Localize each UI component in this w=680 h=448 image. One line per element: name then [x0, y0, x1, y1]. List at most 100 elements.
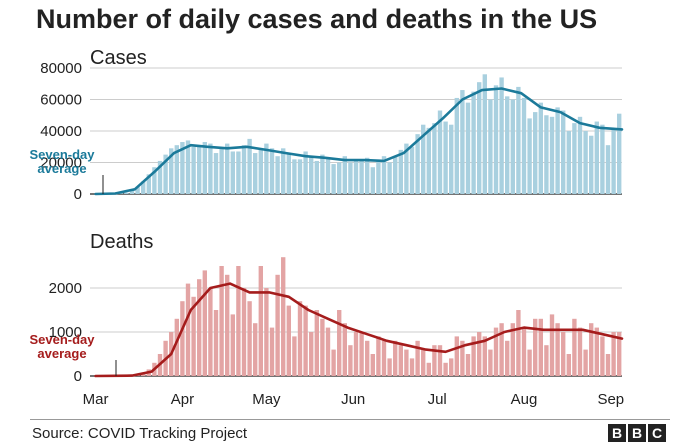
cases-bar — [247, 138, 252, 195]
deaths-bar — [510, 323, 515, 376]
deaths-bar — [236, 266, 241, 376]
cases-bar — [337, 162, 342, 194]
deaths-bar — [493, 327, 499, 376]
deaths-bar — [342, 323, 347, 376]
deaths-bar — [600, 336, 605, 376]
cases-bar — [342, 156, 347, 194]
cases-bar — [454, 97, 459, 194]
deaths-bar — [314, 310, 319, 376]
cases-bar — [225, 143, 230, 194]
deaths-bar — [253, 323, 258, 376]
cases-bar — [281, 148, 286, 194]
cases-bar — [286, 153, 291, 194]
deaths-bar — [594, 327, 599, 376]
deaths-seven-day-average-line — [94, 282, 624, 378]
deaths-bar — [264, 288, 269, 376]
deaths-bar — [589, 323, 594, 376]
deaths-bar — [292, 336, 297, 376]
cases-bar — [141, 181, 146, 194]
cases-bar — [275, 156, 280, 194]
deaths-bar — [269, 327, 275, 376]
cases-bar — [583, 131, 588, 194]
deaths-bar — [482, 336, 487, 376]
deaths-bar — [549, 314, 555, 376]
deaths-bar — [499, 323, 504, 376]
deaths-bar — [197, 279, 202, 376]
deaths-bar — [393, 340, 398, 376]
cases-bar — [348, 162, 353, 194]
deaths-bar — [527, 349, 532, 376]
cases-bar — [157, 160, 163, 194]
deaths-bar — [219, 266, 224, 376]
deaths-bar — [241, 288, 247, 376]
chart-title: Number of daily cases and deaths in the … — [36, 4, 598, 34]
cases-bar — [197, 145, 202, 194]
cases-bar — [409, 146, 415, 194]
deaths-bar — [331, 349, 336, 376]
deaths-bar — [460, 340, 465, 376]
deaths-bar — [230, 314, 235, 376]
cases-bar — [499, 77, 504, 194]
cases-bar — [421, 124, 426, 194]
deaths-bar — [555, 323, 560, 376]
cases-bar — [493, 85, 499, 194]
deaths-bar — [208, 288, 213, 376]
deaths-bar — [191, 296, 196, 376]
deaths-bar — [566, 354, 571, 376]
cases-bar — [129, 190, 135, 194]
deaths-bar — [202, 270, 207, 376]
cases-bar — [572, 123, 577, 195]
cases-bar — [589, 135, 594, 194]
deaths-bar — [409, 358, 415, 376]
deaths-bar — [213, 310, 219, 376]
cases-bar — [443, 121, 448, 194]
deaths-bar — [348, 345, 353, 376]
cases-bar — [180, 142, 185, 194]
x-axis: Mar Apr May Jun Jul Aug Sep — [83, 391, 624, 408]
cases-bar — [381, 156, 387, 194]
deaths-bar — [421, 349, 426, 376]
deaths-bar — [404, 349, 409, 376]
cases-bar — [365, 157, 370, 194]
deaths-bars — [135, 257, 622, 376]
deaths-bar — [577, 327, 583, 376]
cases-bar — [510, 99, 515, 194]
cases-bar — [605, 145, 611, 194]
cases-bar — [376, 160, 381, 194]
deaths-bar — [477, 332, 482, 376]
deaths-bar — [309, 332, 314, 376]
cases-bar — [393, 156, 398, 194]
cases-bar — [325, 157, 331, 194]
cases-bar — [460, 90, 465, 194]
cases-bar — [521, 97, 527, 194]
deaths-bar — [359, 332, 364, 376]
cases-bar — [404, 143, 409, 194]
deaths-bar — [465, 354, 471, 376]
cases-bar — [269, 148, 275, 194]
cases-bar — [359, 159, 364, 194]
cases-bar — [566, 131, 571, 194]
cases-bar — [544, 115, 549, 194]
cases-bar — [516, 86, 521, 194]
deaths-bar — [432, 345, 437, 376]
deaths-bar — [583, 349, 588, 376]
cases-bar — [465, 102, 471, 194]
cases-bar — [561, 110, 566, 194]
deaths-bar — [185, 283, 191, 376]
cases-bar — [241, 145, 247, 194]
cases-bar — [309, 156, 314, 194]
cases-bar — [533, 112, 538, 194]
x-tick-label: Apr — [171, 391, 194, 408]
deaths-y-tick-label: 2000 — [49, 280, 82, 297]
cases-average-line — [94, 87, 624, 196]
deaths-bar — [426, 362, 431, 376]
cases-y-tick-label: 80000 — [40, 60, 82, 77]
cases-bar — [314, 160, 319, 194]
deaths-bar — [617, 332, 622, 376]
cases-bar — [482, 74, 487, 194]
cases-bars — [118, 74, 622, 195]
cases-bar — [387, 162, 392, 194]
bbc-logo-block: B — [628, 424, 646, 442]
cases-bar — [213, 153, 219, 194]
